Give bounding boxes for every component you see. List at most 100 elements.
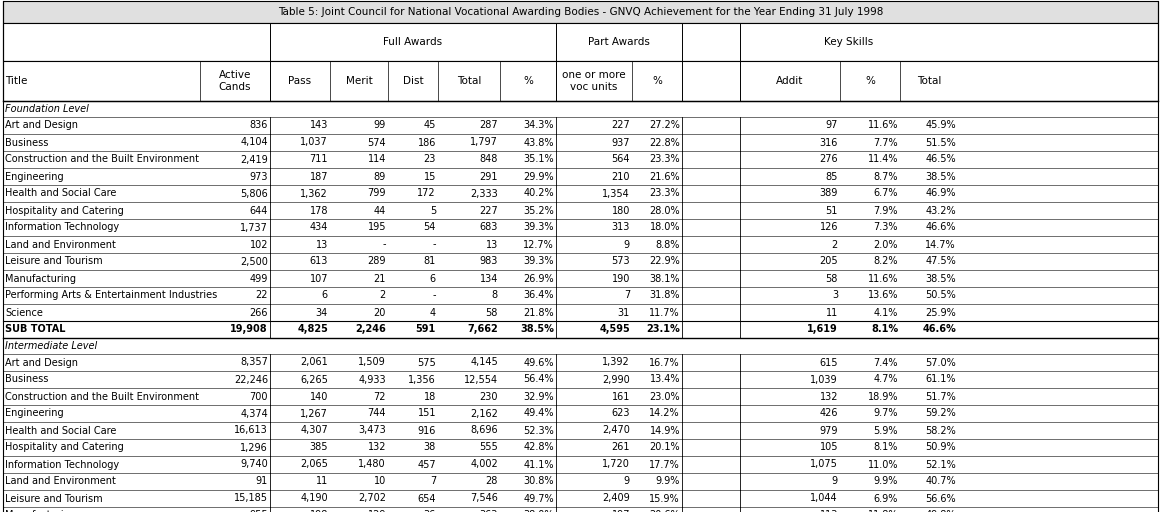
Text: 12.7%: 12.7% (524, 240, 554, 249)
Text: 20: 20 (374, 308, 385, 317)
Text: Hospitality and Catering: Hospitality and Catering (5, 205, 124, 216)
Text: 36: 36 (424, 510, 437, 512)
Text: 105: 105 (820, 442, 838, 453)
Text: 5: 5 (430, 205, 437, 216)
Text: 4,374: 4,374 (240, 409, 268, 418)
Text: 12,554: 12,554 (464, 374, 498, 385)
Text: 2,162: 2,162 (470, 409, 498, 418)
Text: 276: 276 (820, 155, 838, 164)
Text: 227: 227 (479, 205, 498, 216)
Text: 937: 937 (612, 138, 630, 147)
Text: 575: 575 (417, 357, 437, 368)
Text: 126: 126 (820, 223, 838, 232)
Text: Dist: Dist (403, 76, 424, 86)
Text: Leisure and Tourism: Leisure and Tourism (5, 257, 102, 267)
Text: 34: 34 (316, 308, 329, 317)
Text: 132: 132 (368, 442, 385, 453)
Text: Science: Science (5, 308, 43, 317)
Text: 1,296: 1,296 (240, 442, 268, 453)
Text: 9.9%: 9.9% (656, 477, 680, 486)
Text: 38.0%: 38.0% (524, 510, 554, 512)
Text: 190: 190 (612, 273, 630, 284)
Text: 11: 11 (825, 308, 838, 317)
Text: 26.9%: 26.9% (524, 273, 554, 284)
Text: 134: 134 (479, 273, 498, 284)
Text: Manufacturing: Manufacturing (5, 510, 75, 512)
Text: 799: 799 (368, 188, 385, 199)
Text: 50.9%: 50.9% (925, 442, 956, 453)
Text: SUB TOTAL: SUB TOTAL (5, 325, 65, 334)
Text: Engineering: Engineering (5, 172, 64, 181)
Text: 172: 172 (417, 188, 437, 199)
Text: 1,392: 1,392 (603, 357, 630, 368)
Text: 4.1%: 4.1% (873, 308, 897, 317)
Text: 20.1%: 20.1% (649, 442, 680, 453)
Text: 35.1%: 35.1% (524, 155, 554, 164)
Text: 187: 187 (310, 172, 329, 181)
Text: 4,595: 4,595 (599, 325, 630, 334)
Text: 644: 644 (250, 205, 268, 216)
Text: 1,720: 1,720 (603, 459, 630, 470)
Text: Key Skills: Key Skills (824, 37, 873, 47)
Text: 81: 81 (424, 257, 437, 267)
Text: Intermediate Level: Intermediate Level (5, 341, 98, 351)
Text: 1,480: 1,480 (359, 459, 385, 470)
Text: 198: 198 (310, 510, 329, 512)
Text: 11.7%: 11.7% (649, 308, 680, 317)
Text: 389: 389 (820, 188, 838, 199)
Text: 13: 13 (485, 240, 498, 249)
Text: 180: 180 (612, 205, 630, 216)
Text: 195: 195 (368, 223, 385, 232)
Text: 28.0%: 28.0% (649, 205, 680, 216)
Text: 8.8%: 8.8% (656, 240, 680, 249)
Text: 7.3%: 7.3% (873, 223, 897, 232)
Text: 46.9%: 46.9% (925, 188, 956, 199)
Text: Business: Business (5, 374, 49, 385)
Text: 59.2%: 59.2% (925, 409, 956, 418)
Text: 2,702: 2,702 (358, 494, 385, 503)
Text: 2: 2 (380, 290, 385, 301)
Text: 210: 210 (612, 172, 630, 181)
Text: 35.2%: 35.2% (524, 205, 554, 216)
Text: 23: 23 (424, 155, 437, 164)
Text: 91: 91 (255, 477, 268, 486)
Text: 564: 564 (612, 155, 630, 164)
Text: 45.9%: 45.9% (925, 120, 956, 131)
Text: 574: 574 (367, 138, 385, 147)
Text: 9,740: 9,740 (240, 459, 268, 470)
Text: 58.2%: 58.2% (925, 425, 956, 436)
Text: 11: 11 (316, 477, 329, 486)
Text: 744: 744 (368, 409, 385, 418)
Text: 49.8%: 49.8% (925, 510, 956, 512)
Text: 1,075: 1,075 (810, 459, 838, 470)
Text: 20.6%: 20.6% (649, 510, 680, 512)
Text: 9.7%: 9.7% (873, 409, 897, 418)
Text: 14.7%: 14.7% (925, 240, 956, 249)
Text: 11.6%: 11.6% (867, 273, 897, 284)
Text: 38.5%: 38.5% (520, 325, 554, 334)
Text: 385: 385 (310, 442, 329, 453)
Text: 44: 44 (374, 205, 385, 216)
Text: 363: 363 (479, 510, 498, 512)
Text: 6: 6 (430, 273, 437, 284)
Text: 18.0%: 18.0% (649, 223, 680, 232)
Text: 8.7%: 8.7% (873, 172, 897, 181)
Text: 25.9%: 25.9% (925, 308, 956, 317)
Text: 132: 132 (820, 392, 838, 401)
Text: 4: 4 (430, 308, 437, 317)
Text: 51.7%: 51.7% (925, 392, 956, 401)
Text: Manufacturing: Manufacturing (5, 273, 75, 284)
Text: 58: 58 (825, 273, 838, 284)
Text: %: % (652, 76, 662, 86)
Text: 613: 613 (310, 257, 329, 267)
Text: 7,546: 7,546 (470, 494, 498, 503)
Text: 51.5%: 51.5% (925, 138, 956, 147)
Text: 1,509: 1,509 (359, 357, 385, 368)
Text: 9: 9 (623, 240, 630, 249)
Text: 848: 848 (479, 155, 498, 164)
Text: 38.5%: 38.5% (925, 273, 956, 284)
Text: Table 5: Joint Council for National Vocational Awarding Bodies - GNVQ Achievemen: Table 5: Joint Council for National Voca… (277, 7, 884, 17)
Text: 983: 983 (479, 257, 498, 267)
Text: 22.9%: 22.9% (649, 257, 680, 267)
Text: 107: 107 (310, 273, 329, 284)
